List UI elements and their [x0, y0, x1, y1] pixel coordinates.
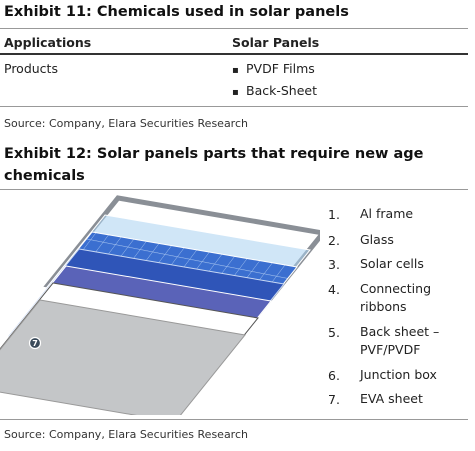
panel-layer	[0, 299, 246, 415]
part-label: Glass	[360, 232, 394, 247]
rule	[0, 28, 468, 29]
part-number: 7.	[328, 392, 340, 407]
source: Source: Company, Elara Securities Resear…	[4, 428, 248, 441]
badge-number: 7	[32, 339, 38, 348]
badge	[28, 336, 42, 350]
part-label: Back sheet – PVF/PVDF	[360, 324, 440, 357]
part-label: Junction box	[360, 367, 437, 382]
part-label: Al frame	[360, 206, 414, 221]
source: Source: Company, Elara Securities Resear…	[4, 117, 248, 130]
part-number: 4.	[328, 282, 340, 297]
part-label: Solar cells	[360, 256, 424, 271]
part-number: 5.	[328, 325, 340, 340]
rule	[0, 106, 468, 107]
exhibit-title: Exhibit 12: Solar panels parts that requ…	[4, 146, 424, 184]
rule	[0, 419, 468, 420]
column-header: Solar Panels	[232, 35, 320, 50]
rule	[0, 53, 468, 55]
rule	[0, 189, 468, 190]
part-number: 2.	[328, 233, 340, 248]
part-label: Connecting ribbons	[360, 281, 432, 314]
column-header: Applications	[4, 35, 92, 50]
part-number: 6.	[328, 368, 340, 383]
row-label: Products	[4, 61, 58, 76]
list-item: PVDF Films	[232, 61, 315, 76]
part-label: EVA sheet	[360, 391, 423, 406]
part-number: 1.	[328, 207, 340, 222]
panel-diagram: 1234567	[0, 195, 320, 415]
part-number: 3.	[328, 257, 340, 272]
list-item: Back-Sheet	[232, 83, 317, 98]
exhibit-title: Exhibit 11: Chemicals used in solar pane…	[4, 4, 349, 20]
